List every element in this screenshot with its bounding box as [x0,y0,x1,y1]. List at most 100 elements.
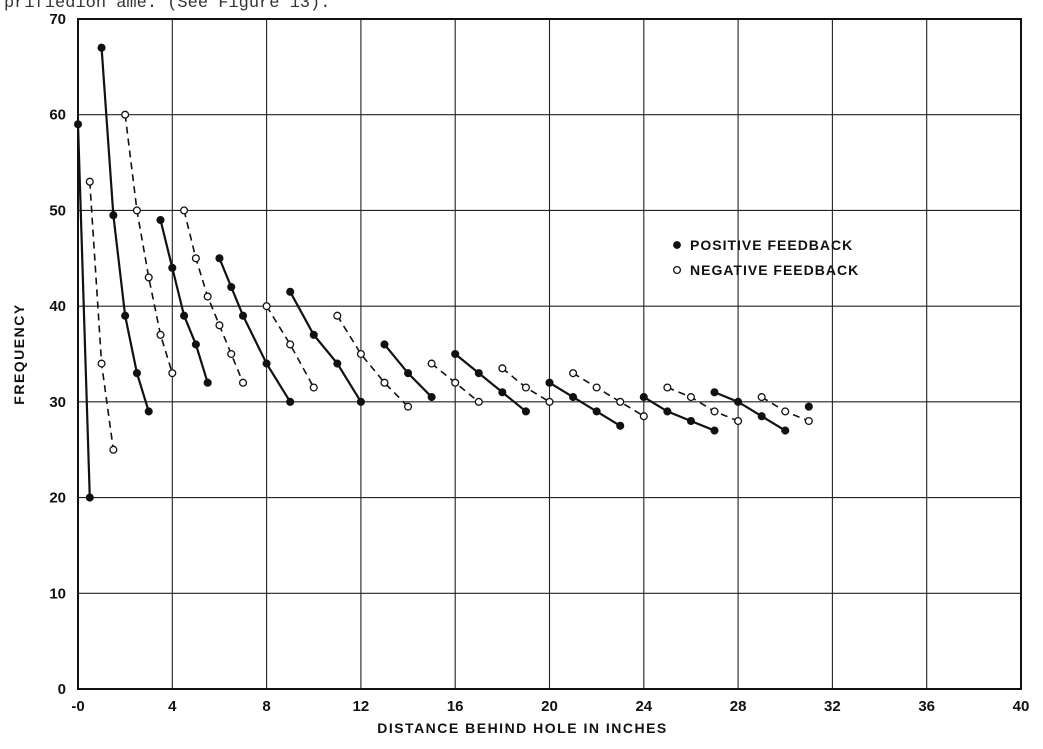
series-line [289,291,362,403]
series-line [183,210,244,384]
negative-point [451,378,460,387]
negative-point [710,407,719,416]
negative-point [474,397,483,406]
series-line [159,219,209,384]
negative-point [403,402,413,411]
legend-negative-label: NEGATIVE FEEDBACK [690,262,859,278]
series-line [218,257,292,403]
positive-series-11 [380,340,436,402]
positive-point [156,215,165,225]
y-tick-label: 20 [49,490,66,507]
negative-point [569,369,578,378]
series-line [454,353,527,413]
negative-point [309,383,318,392]
negative-point [156,330,165,339]
positive-series-3 [97,43,153,416]
x-axis-label: DISTANCE BEHIND HOLE IN INCHES [377,720,668,736]
negative-point [380,378,389,387]
negative-series-2 [85,177,118,454]
positive-point [734,397,743,406]
positive-series-7 [215,254,295,406]
negative-point [804,416,813,426]
legend-negative-marker [672,265,682,275]
negative-point [238,378,248,387]
y-axis-label: FREQUENCY [11,303,27,404]
negative-point [286,340,295,349]
positive-point [203,378,212,387]
x-tick-label: -0 [71,698,84,715]
positive-point [333,359,342,368]
positive-point [804,402,813,411]
x-tick-label: 20 [541,698,558,715]
positive-point [451,349,460,359]
legend: POSITIVE FEEDBACK NEGATIVE FEEDBACK [672,237,859,278]
negative-point [132,206,141,215]
y-tick-label: 50 [49,202,66,219]
positive-point [144,407,153,416]
positive-point [180,311,189,320]
positive-point [380,340,389,349]
x-tick-label: 40 [1013,698,1030,715]
positive-point [191,340,200,349]
positive-point [109,211,118,220]
positive-point [85,493,94,502]
series-layer [73,43,813,502]
positive-point [238,311,248,320]
x-tick-label: 28 [730,698,747,715]
positive-point [132,369,141,378]
positive-point [710,388,719,397]
positive-series-15 [545,378,625,430]
y-tick-label: 70 [49,11,66,28]
negative-series-14 [498,364,554,406]
positive-point [215,254,224,263]
page-header-text: prifiedion ame. (See Figure 13). [4,0,331,13]
x-tick-label: 36 [918,698,935,715]
positive-point [569,393,578,402]
series-line [336,315,409,408]
negative-series-6 [180,206,248,387]
negative-point [180,206,189,215]
negative-point [191,254,200,263]
positive-point [616,421,625,430]
positive-point [592,407,601,416]
negative-series-18 [663,383,743,426]
legend-positive-marker [673,241,681,249]
negative-point [781,407,790,416]
positive-point [168,263,177,272]
positive-point [521,407,530,416]
negative-point [85,177,94,186]
tick-labels: -0 4 8 12 16 20 24 28 32 36 40 0 10 20 30 40 50 60 70 [49,11,1029,715]
negative-point [686,393,695,402]
series-line [76,124,91,498]
positive-point [356,397,365,406]
negative-point [97,359,106,368]
x-tick-label: 24 [635,698,652,715]
positive-series-21 [804,402,813,411]
x-tick-label: 4 [168,698,177,715]
positive-point [427,393,436,402]
negative-point [592,383,601,392]
positive-point [757,412,766,421]
negative-point [168,369,177,378]
positive-point [781,426,790,435]
x-tick-label: 16 [447,698,464,715]
positive-point [639,393,648,402]
series-line [643,396,715,432]
negative-point [203,292,212,301]
x-tick-label: 12 [353,698,370,715]
positive-point [227,282,236,292]
negative-point [663,383,672,392]
series-line [124,114,174,374]
series-line [714,391,786,432]
x-tick-label: 8 [262,698,270,715]
plot-frame [77,18,1022,690]
positive-point [663,407,672,416]
negative-point [498,364,507,373]
y-tick-label: 0 [58,681,66,698]
negative-series-4 [121,110,177,378]
positive-point [403,369,413,378]
series-line [572,372,645,417]
negative-point [109,445,118,454]
negative-series-20 [757,393,813,426]
